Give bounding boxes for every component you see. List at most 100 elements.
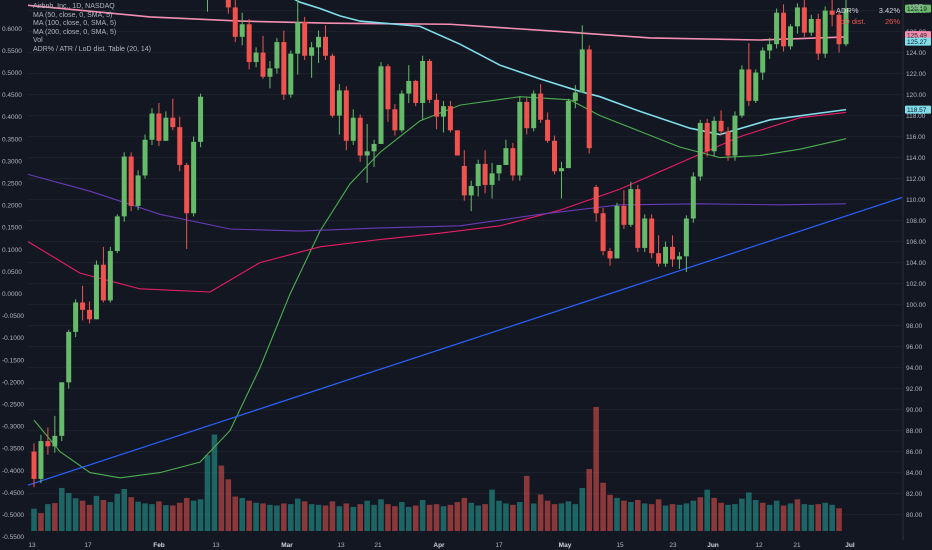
volume-bar [648, 504, 655, 531]
volume-bar [38, 513, 44, 531]
volume-bar [718, 502, 724, 531]
volume-bar [225, 479, 232, 531]
candle-body [725, 131, 731, 156]
candle-body [267, 68, 273, 77]
volume-bar [635, 500, 641, 531]
legend-ma50[interactable]: MA (50, close, 0, SMA, 5) [33, 11, 113, 19]
candle-body [66, 331, 72, 383]
volume-bar [475, 505, 481, 531]
candle-body [690, 176, 696, 219]
volume-bar [780, 505, 787, 531]
volume-bar [690, 500, 697, 531]
left-tick: 0.1000 [2, 247, 22, 254]
left-tick: 0.2500 [2, 181, 22, 188]
volume-bar [759, 502, 766, 531]
volume-bar [308, 504, 315, 531]
candle-body [649, 218, 655, 254]
candle-body [399, 93, 405, 131]
left-tick: -0.1500 [2, 357, 24, 364]
volume-bar [412, 505, 419, 531]
candle-body [246, 24, 252, 63]
volume-bar [794, 499, 801, 531]
candle-body [170, 117, 176, 128]
volume-bar [329, 501, 336, 531]
volume-bar [301, 501, 308, 531]
candle-body [93, 264, 99, 320]
volume-bar [523, 475, 530, 531]
left-tick: -0.3500 [2, 446, 24, 453]
left-tick: -0.2500 [2, 402, 24, 409]
candle-body [350, 117, 356, 141]
candle-body [274, 42, 280, 69]
left-tick: 0.4500 [2, 92, 22, 99]
candle-body [787, 26, 793, 47]
candle-body [524, 101, 530, 129]
price-tick: 92.00 [906, 386, 923, 393]
volume-bar [801, 504, 808, 531]
candle-body [572, 92, 578, 101]
time-axis[interactable]: 13 17 Feb 13 Mar 13 21 Apr 17 May 15 23 Jun 12 21 Jul [28, 542, 854, 549]
candle-body [704, 122, 710, 152]
candle-body [794, 7, 800, 27]
candle-body [114, 216, 120, 252]
volume-bar [753, 500, 759, 531]
candle-body [302, 22, 308, 56]
candle-body [31, 451, 37, 479]
candle-body [746, 69, 752, 101]
candle-body [420, 61, 426, 103]
candle-body [739, 69, 745, 116]
candle-body [760, 50, 766, 73]
price-tick: 94.00 [906, 365, 923, 372]
legend-adr-table[interactable]: ADR% / ATR / LoD dist. Table (20, 14) [33, 45, 152, 53]
volume-bar [628, 502, 634, 531]
candle-body [336, 90, 342, 116]
price-tick: 102.00 [906, 281, 926, 288]
candle-body [510, 148, 516, 176]
price-tick: 124.00 [906, 50, 926, 57]
left-tick: 0.5000 [2, 70, 22, 77]
legend-symbol[interactable]: Airbnb, Inc., 1D, NASDAQ [33, 3, 115, 10]
legend-ma200[interactable]: MA (200, close, 0, SMA, 5) [33, 28, 117, 36]
volume-bar [65, 493, 72, 531]
candle-body [135, 175, 141, 206]
ma-pink-line [27, 4, 847, 41]
left-tick: 0.3000 [2, 158, 22, 165]
volume-bar [773, 500, 780, 531]
candle-body [142, 139, 148, 176]
volume-bar [267, 504, 273, 531]
adr-table: ADR% 3.42% LoD dist. 26% [836, 5, 900, 27]
volume-bar [218, 465, 225, 531]
volume-bar [655, 499, 662, 531]
lod-label: LoD dist. [836, 17, 866, 26]
volume-bar [107, 502, 114, 531]
volume-bar [697, 497, 704, 531]
price-tag: 125.49 [905, 31, 931, 40]
price-tick: 96.00 [906, 344, 923, 351]
candle-body [232, 7, 238, 37]
candle-body [100, 264, 106, 301]
price-tick: 84.00 [906, 470, 923, 477]
price-axis[interactable]: 150.00148.00146.00144.00142.00140.00138.… [906, 0, 926, 519]
left-tick: 0.4000 [2, 114, 22, 121]
currency-label[interactable]: USD [909, 4, 924, 11]
volume-bar [72, 498, 79, 531]
candle-body [801, 7, 807, 33]
volume-bar [669, 504, 676, 531]
price-tick: 80.00 [906, 512, 923, 519]
legend-volume[interactable]: Vol [33, 37, 43, 45]
candle-body [711, 120, 717, 152]
candle-body [184, 164, 190, 214]
volume-bar [586, 469, 592, 531]
volume-bar [662, 505, 669, 531]
time-tick: 12 [755, 542, 763, 549]
legend-ma100[interactable]: MA (100, close, 0, SMA, 5) [33, 20, 117, 28]
adr-label: ADR% [836, 6, 859, 15]
left-tick: -0.1000 [2, 335, 24, 342]
volume-bar [378, 499, 384, 531]
candle-body [59, 382, 65, 436]
volume-bar [822, 502, 828, 531]
candle-body [225, 0, 231, 8]
candle-body [434, 99, 440, 117]
volume-bars [31, 407, 842, 531]
